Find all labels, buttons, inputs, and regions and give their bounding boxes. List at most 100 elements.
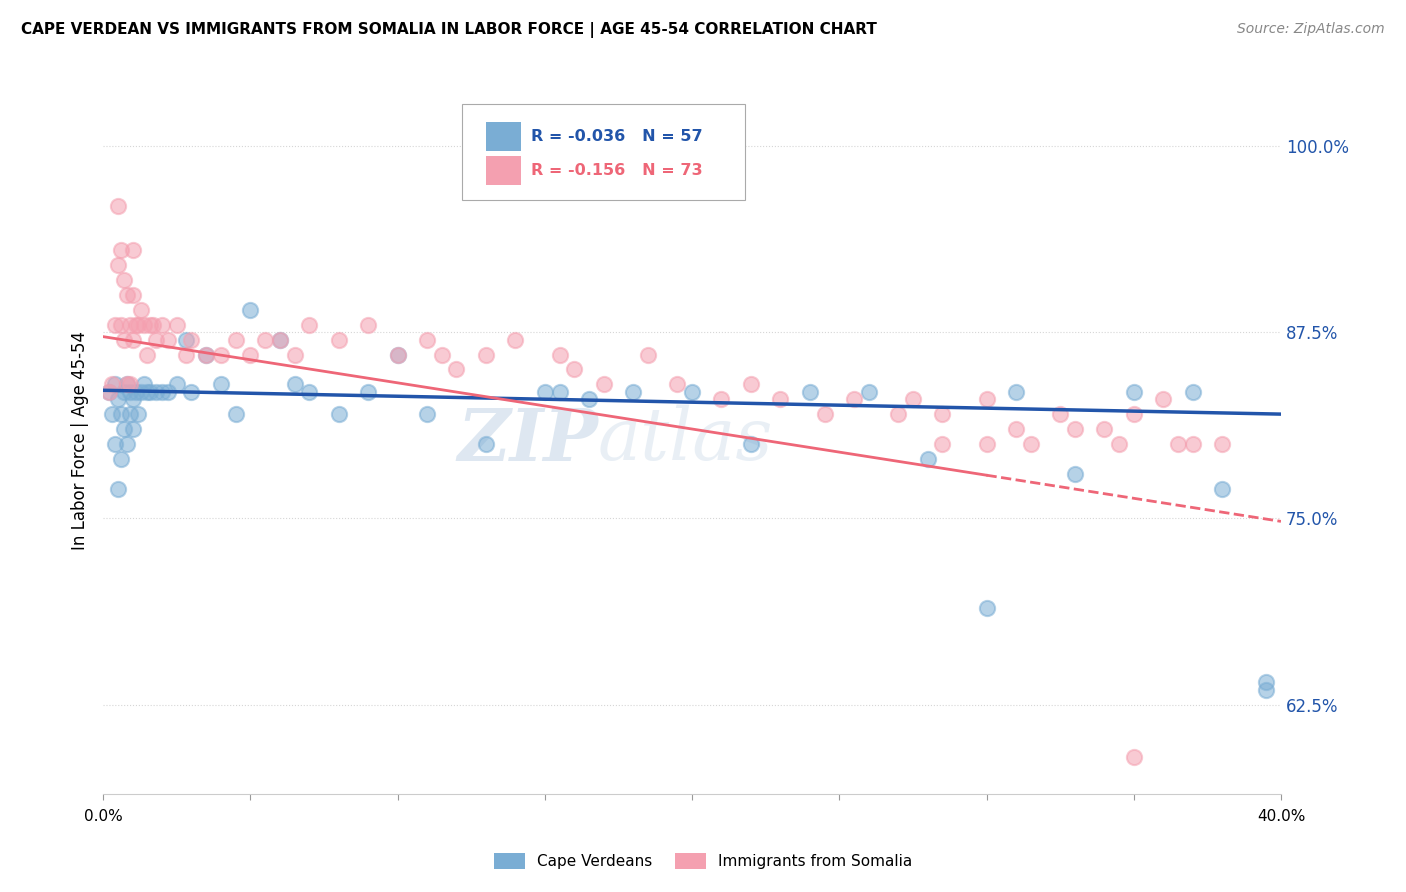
Point	[124, 318, 146, 332]
Point	[150, 384, 173, 399]
Point	[637, 347, 659, 361]
Point	[239, 347, 262, 361]
Point	[357, 318, 380, 332]
Point	[769, 392, 792, 407]
Point	[799, 384, 821, 399]
Point	[121, 333, 143, 347]
Point	[136, 384, 159, 399]
Point	[1167, 437, 1189, 451]
Point	[1005, 384, 1028, 399]
Point	[328, 333, 350, 347]
Point	[1256, 682, 1278, 697]
Point	[115, 437, 138, 451]
Point	[387, 347, 409, 361]
Text: 40.0%: 40.0%	[1257, 809, 1305, 824]
Point	[156, 333, 179, 347]
Point	[283, 347, 305, 361]
Point	[1256, 675, 1278, 690]
Text: atlas: atlas	[598, 405, 773, 475]
Point	[104, 377, 127, 392]
Point	[1211, 437, 1233, 451]
Point	[740, 437, 762, 451]
Point	[110, 318, 132, 332]
Point	[112, 384, 135, 399]
Point	[283, 377, 305, 392]
Point	[1122, 384, 1144, 399]
Point	[131, 302, 153, 317]
Point	[107, 482, 129, 496]
Point	[150, 318, 173, 332]
Point	[1063, 422, 1085, 436]
Point	[139, 318, 162, 332]
Point	[115, 377, 138, 392]
Point	[174, 333, 197, 347]
Point	[142, 318, 165, 332]
FancyBboxPatch shape	[463, 104, 745, 200]
Point	[115, 288, 138, 302]
Point	[110, 451, 132, 466]
Point	[548, 347, 571, 361]
Point	[121, 244, 143, 258]
Point	[475, 437, 498, 451]
Point	[666, 377, 689, 392]
Point	[976, 392, 998, 407]
Point	[225, 333, 247, 347]
Point	[298, 318, 321, 332]
Point	[842, 392, 865, 407]
Point	[269, 333, 291, 347]
Bar	[486, 121, 522, 152]
Point	[180, 384, 202, 399]
Point	[145, 333, 167, 347]
Point	[621, 384, 644, 399]
Point	[931, 407, 953, 421]
Point	[127, 407, 149, 421]
Point	[180, 333, 202, 347]
Point	[1181, 437, 1204, 451]
Text: Source: ZipAtlas.com: Source: ZipAtlas.com	[1237, 22, 1385, 37]
Point	[740, 377, 762, 392]
Point	[1181, 384, 1204, 399]
Point	[858, 384, 880, 399]
Point	[1122, 407, 1144, 421]
Point	[112, 422, 135, 436]
Point	[710, 392, 733, 407]
Point	[1108, 437, 1130, 451]
Point	[118, 318, 141, 332]
Point	[1152, 392, 1174, 407]
Point	[357, 384, 380, 399]
Point	[1019, 437, 1042, 451]
Point	[813, 407, 835, 421]
Point	[917, 451, 939, 466]
Point	[901, 392, 924, 407]
Point	[121, 422, 143, 436]
Point	[136, 347, 159, 361]
Y-axis label: In Labor Force | Age 45-54: In Labor Force | Age 45-54	[72, 331, 89, 549]
Point	[416, 333, 439, 347]
Legend: Cape Verdeans, Immigrants from Somalia: Cape Verdeans, Immigrants from Somalia	[488, 847, 918, 875]
Point	[121, 288, 143, 302]
Point	[976, 437, 998, 451]
Point	[145, 384, 167, 399]
Point	[505, 333, 527, 347]
Point	[209, 347, 232, 361]
Point	[166, 377, 188, 392]
Point	[1049, 407, 1071, 421]
Point	[174, 347, 197, 361]
Point	[195, 347, 218, 361]
Point	[387, 347, 409, 361]
Point	[127, 318, 149, 332]
Point	[298, 384, 321, 399]
Point	[110, 244, 132, 258]
Point	[209, 377, 232, 392]
Point	[104, 437, 127, 451]
Point	[1092, 422, 1115, 436]
Point	[475, 347, 498, 361]
Point	[1005, 422, 1028, 436]
Point	[592, 377, 614, 392]
Point	[118, 377, 141, 392]
Point	[1122, 749, 1144, 764]
Point	[533, 384, 555, 399]
Point	[225, 407, 247, 421]
Point	[101, 407, 124, 421]
Text: R = -0.036   N = 57: R = -0.036 N = 57	[530, 129, 703, 145]
